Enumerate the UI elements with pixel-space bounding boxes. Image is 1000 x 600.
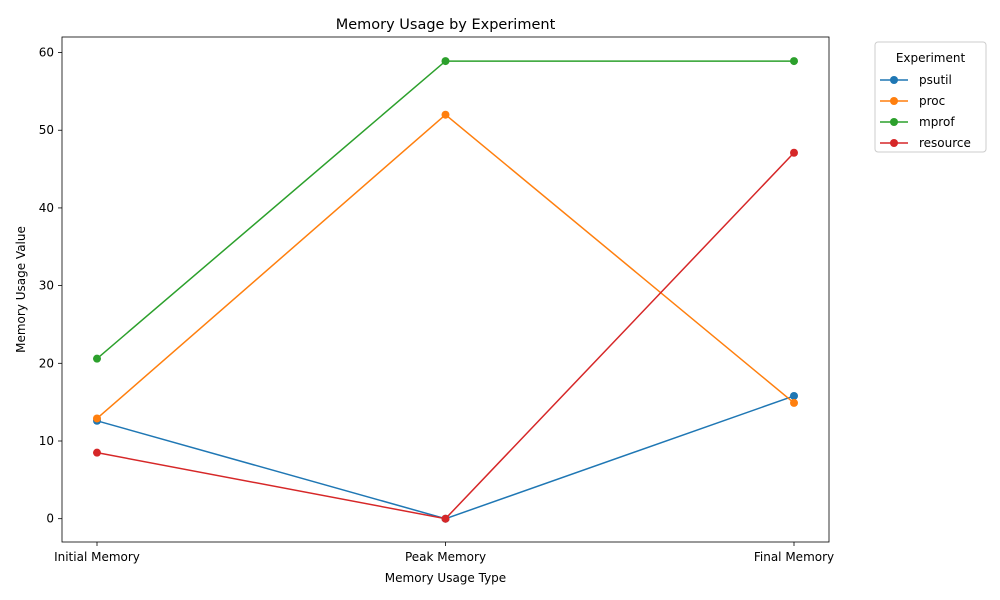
series-line-mprof	[96, 60, 794, 360]
series-line-psutil	[96, 395, 795, 520]
x-tick-label: Final Memory	[754, 550, 834, 564]
legend-frame	[874, 41, 987, 153]
y-tick-label: 30	[39, 279, 54, 293]
y-tick-label: 10	[39, 434, 54, 448]
y-axis-label: Memory Usage Value	[14, 226, 28, 353]
legend-label-proc: proc	[919, 94, 945, 108]
legend-label-mprof: mprof	[919, 115, 955, 129]
x-axis-label: Memory Usage Type	[385, 571, 506, 585]
y-tick-label: 50	[39, 123, 54, 137]
data-point-proc	[790, 398, 798, 407]
legend-marker-mprof	[890, 118, 898, 126]
x-axis: Initial Memory Peak Memory Final Memory	[54, 542, 834, 564]
chart-title: Memory Usage by Experiment	[336, 17, 556, 33]
y-tick-label: 40	[39, 201, 54, 215]
data-point-resource	[93, 448, 101, 457]
y-tick-label: 60	[39, 46, 54, 60]
legend-title: Experiment	[896, 51, 966, 65]
x-tick-label: Initial Memory	[54, 550, 140, 564]
legend: Experiment psutil proc mprof resource	[874, 41, 987, 153]
series-line-proc	[96, 113, 795, 420]
series-line-resource	[96, 152, 795, 520]
legend-label-resource: resource	[919, 136, 971, 150]
x-tick-label: Peak Memory	[405, 550, 486, 564]
data-point-proc	[441, 110, 450, 119]
y-axis: 0 10 20 30 40 50 60	[39, 46, 62, 526]
data-point-mprof	[441, 57, 450, 66]
legend-marker-proc	[890, 97, 898, 105]
y-tick-label: 0	[46, 512, 54, 526]
y-tick-label: 20	[39, 356, 54, 370]
legend-label-psutil: psutil	[919, 73, 952, 87]
legend-marker-resource	[890, 139, 898, 147]
data-point-proc	[93, 414, 101, 423]
data-point-psutil	[790, 391, 798, 400]
legend-items: psutil proc mprof resource	[880, 73, 971, 150]
data-point-resource	[790, 148, 798, 157]
plot-area	[93, 57, 798, 523]
data-point-mprof	[93, 354, 101, 363]
data-point-mprof	[790, 57, 798, 66]
data-point-resource	[441, 514, 450, 523]
legend-marker-psutil	[890, 76, 898, 84]
